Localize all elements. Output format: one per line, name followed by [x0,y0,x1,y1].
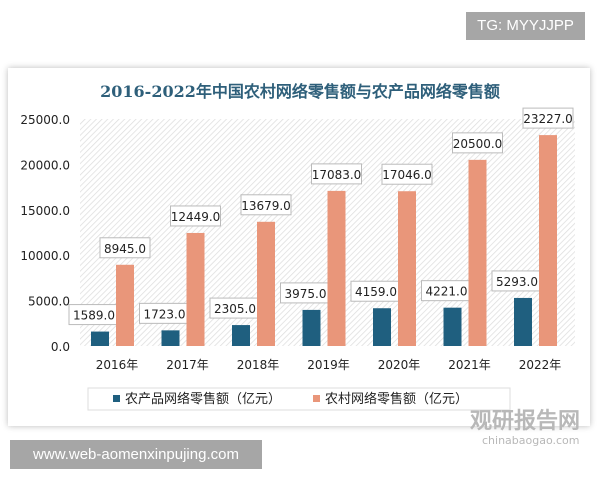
bar [257,221,275,346]
data-label: 5293.0 [496,275,538,289]
chart-title: 2016-2022年中国农村网络零售额与农产品网络零售额 [100,82,500,101]
data-label: 20500.0 [453,137,503,151]
data-label-box [99,237,151,259]
legend-swatch [113,395,120,402]
watermark-top: TG: MYYJJPP [466,12,585,40]
watermark-bottom: www.web-aomenxinpujing.com [10,440,262,469]
bar [302,309,321,346]
bar [116,264,134,346]
x-tick-label: 2022年 [519,358,562,372]
y-tick-label: 25000.0 [20,113,70,127]
bar [327,190,346,346]
data-label-box [240,194,292,216]
y-tick-label: 15000.0 [20,204,70,218]
bar [468,159,487,346]
y-tick-label: 20000.0 [20,158,70,172]
legend [87,387,511,411]
x-tick-label: 2016年 [96,358,139,372]
y-tick-label: 10000.0 [20,249,70,263]
data-label: 4159.0 [355,285,397,299]
data-label-box [170,205,221,227]
bar [91,331,109,346]
bar [443,307,462,346]
logo-watermark-url: chinabaogao.com [482,434,580,447]
bar [539,135,557,346]
bar [373,308,391,346]
data-label: 1589.0 [73,309,115,323]
x-tick-label: 2019年 [307,358,350,372]
data-label: 12449.0 [171,210,221,224]
x-tick-label: 2021年 [448,358,491,372]
x-tick-label: 2020年 [378,358,421,372]
data-label: 3975.0 [285,287,327,301]
data-label-box [452,132,503,154]
data-label: 8945.0 [104,242,146,256]
bar [161,330,180,346]
bar [186,232,205,346]
data-label: 17083.0 [312,168,362,182]
legend-label: 农产品网络零售额（亿元） [125,391,281,407]
x-tick-label: 2017年 [166,358,209,372]
bar [232,325,250,346]
legend-label: 农村网络零售额（亿元） [325,391,468,407]
data-label: 13679.0 [241,199,291,213]
data-label-box [522,107,574,129]
data-label: 4221.0 [426,285,468,299]
x-tick-label: 2018年 [237,358,280,372]
y-tick-label: 5000.0 [28,295,70,309]
data-label-box [381,163,433,185]
legend-swatch [313,395,320,402]
data-label: 23227.0 [523,112,573,126]
bar [398,191,416,346]
data-label: 2305.0 [214,302,256,316]
bar [514,297,532,346]
data-label: 1723.0 [144,307,186,321]
logo-watermark: 观研报告网 [470,409,581,434]
y-tick-label: 0.0 [51,340,70,354]
data-label-box [311,163,362,185]
data-label: 17046.0 [382,168,432,182]
